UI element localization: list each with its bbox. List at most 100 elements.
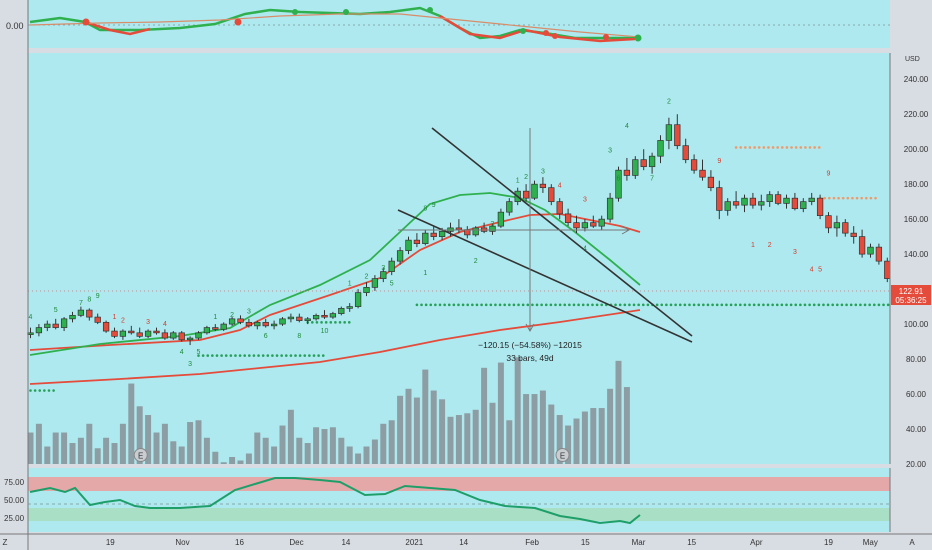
candle[interactable]: [539, 177, 547, 193]
candle[interactable]: [690, 154, 698, 174]
candle[interactable]: [212, 324, 219, 332]
candle[interactable]: [128, 325, 135, 335]
candle[interactable]: [623, 157, 631, 181]
candle[interactable]: [615, 166, 622, 202]
candle[interactable]: [44, 320, 51, 332]
candle[interactable]: [749, 192, 757, 209]
candle[interactable]: [321, 310, 328, 319]
candle[interactable]: [884, 257, 891, 283]
candle[interactable]: [228, 317, 236, 326]
candle[interactable]: [522, 184, 530, 202]
candle[interactable]: [581, 219, 589, 232]
candle[interactable]: [472, 226, 479, 237]
candles[interactable]: [27, 114, 932, 346]
candle[interactable]: [833, 215, 841, 237]
candle[interactable]: [598, 215, 605, 230]
candle[interactable]: [556, 198, 563, 220]
candle[interactable]: [707, 170, 715, 192]
price-axis[interactable]: [890, 53, 932, 464]
candle[interactable]: [86, 308, 93, 321]
candle[interactable]: [153, 327, 160, 335]
candle[interactable]: [346, 303, 353, 312]
candle[interactable]: [716, 180, 723, 220]
candle[interactable]: [203, 325, 211, 335]
candle[interactable]: [867, 243, 874, 258]
candle[interactable]: [270, 320, 278, 330]
candle[interactable]: [245, 318, 253, 328]
candle[interactable]: [35, 324, 43, 337]
candle[interactable]: [842, 219, 849, 237]
candle[interactable]: [338, 306, 345, 316]
candle[interactable]: [413, 233, 421, 248]
candle[interactable]: [119, 329, 127, 340]
candle[interactable]: [674, 114, 681, 150]
candle[interactable]: [531, 180, 538, 200]
measure-tool[interactable]: −120.15 (−54.58%) −12015 33 bars, 49d: [398, 128, 631, 363]
candle[interactable]: [312, 313, 320, 321]
candle[interactable]: [186, 336, 194, 346]
candle[interactable]: [564, 208, 572, 227]
candle[interactable]: [178, 331, 185, 342]
earnings-marker[interactable]: E: [555, 448, 570, 462]
candle[interactable]: [60, 317, 68, 332]
time-axis[interactable]: [0, 534, 932, 550]
candle[interactable]: [732, 191, 740, 209]
candle[interactable]: [506, 198, 513, 216]
candle[interactable]: [111, 327, 118, 339]
candle[interactable]: [548, 184, 555, 206]
candle[interactable]: [237, 315, 244, 325]
candle[interactable]: [195, 331, 202, 340]
candle[interactable]: [405, 236, 412, 255]
candle[interactable]: [816, 194, 824, 220]
candle[interactable]: [606, 192, 614, 223]
candle[interactable]: [102, 320, 110, 333]
candle[interactable]: [94, 313, 101, 325]
candle[interactable]: [287, 313, 295, 323]
candle[interactable]: [396, 247, 404, 265]
candle[interactable]: [791, 192, 799, 211]
candle[interactable]: [648, 152, 656, 174]
candle[interactable]: [766, 191, 773, 207]
candle[interactable]: [136, 327, 143, 339]
candle[interactable]: [741, 194, 748, 213]
candle[interactable]: [640, 149, 647, 171]
candle[interactable]: [858, 229, 866, 258]
candle[interactable]: [329, 311, 337, 319]
candle[interactable]: [262, 318, 269, 328]
candle[interactable]: [800, 198, 807, 213]
candle[interactable]: [77, 306, 85, 318]
candle[interactable]: [783, 194, 790, 209]
candle[interactable]: [52, 318, 59, 330]
candle[interactable]: [430, 226, 437, 241]
candle[interactable]: [170, 331, 177, 340]
candle[interactable]: [632, 156, 639, 179]
candle[interactable]: [699, 159, 706, 181]
candle[interactable]: [254, 320, 261, 330]
candle[interactable]: [724, 198, 731, 216]
candle[interactable]: [875, 243, 883, 265]
candle[interactable]: [69, 311, 76, 323]
candle[interactable]: [144, 329, 152, 339]
candle[interactable]: [388, 257, 395, 276]
candle[interactable]: [422, 229, 429, 246]
candle[interactable]: [497, 208, 505, 228]
main-pane[interactable]: [28, 53, 890, 464]
candle[interactable]: [808, 192, 815, 206]
candle[interactable]: [380, 268, 387, 283]
candle[interactable]: [665, 117, 673, 150]
candle[interactable]: [758, 194, 765, 211]
candle[interactable]: [657, 135, 664, 164]
candle[interactable]: [371, 275, 379, 291]
candle[interactable]: [220, 322, 227, 332]
candle[interactable]: [279, 317, 286, 326]
candle[interactable]: [161, 329, 169, 340]
candle[interactable]: [363, 282, 370, 297]
candle[interactable]: [774, 191, 782, 206]
candle[interactable]: [296, 313, 303, 323]
candle[interactable]: [304, 317, 311, 325]
candle[interactable]: [850, 226, 857, 244]
candle[interactable]: [682, 138, 689, 164]
candle[interactable]: [590, 215, 597, 228]
